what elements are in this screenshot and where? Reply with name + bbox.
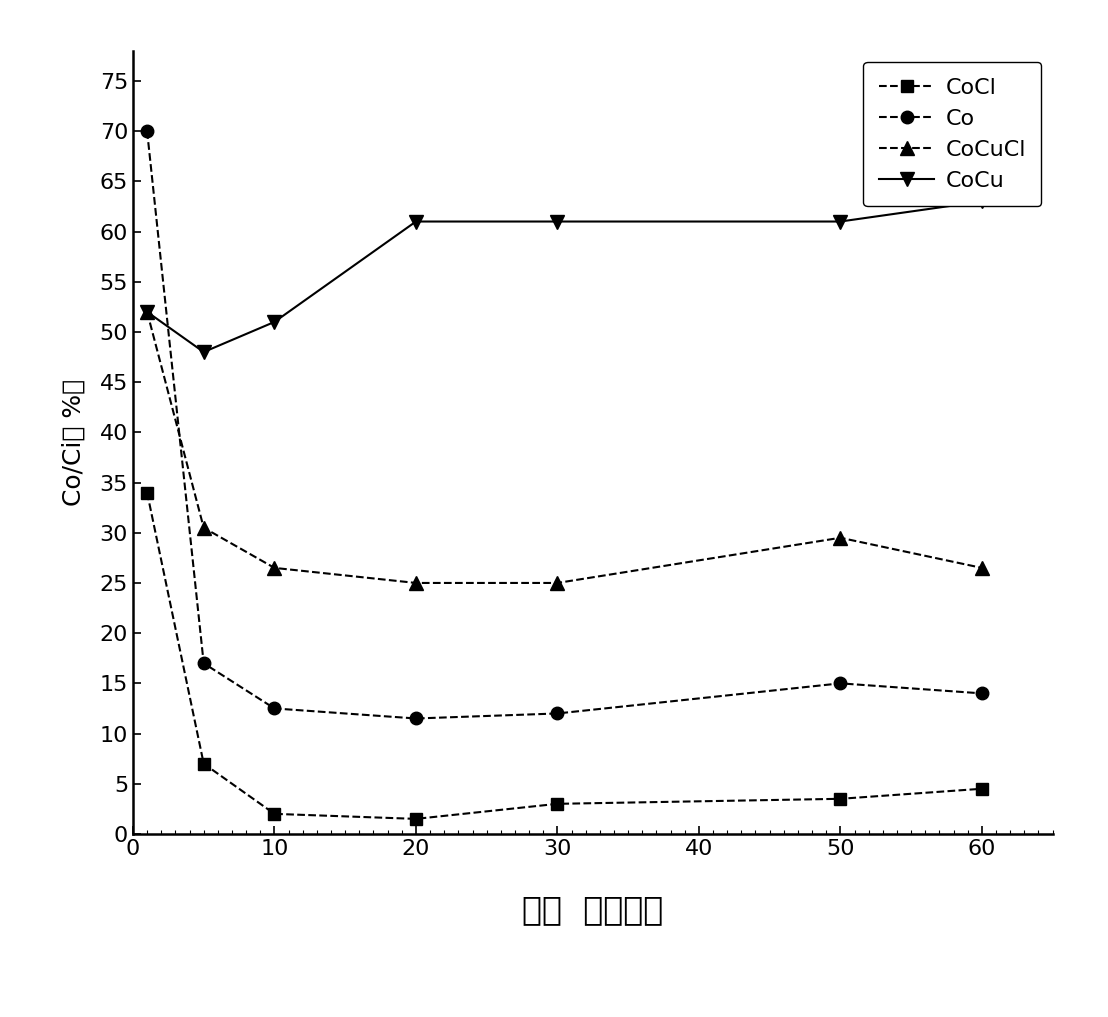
CoCuCl [833, 532, 847, 544]
CoCu [268, 316, 281, 328]
Co [141, 125, 154, 137]
CoCl [975, 783, 988, 795]
CoCl [833, 792, 847, 804]
CoCl [268, 807, 281, 820]
CoCuCl [268, 561, 281, 574]
CoCuCl [975, 561, 988, 574]
CoCu [975, 195, 988, 207]
Co [833, 677, 847, 690]
Y-axis label: Co/Ci（ %）: Co/Ci（ %） [62, 378, 85, 505]
CoCu [197, 346, 211, 358]
CoCu [551, 216, 564, 228]
Line: CoCuCl: CoCuCl [141, 305, 988, 590]
Line: Co: Co [141, 125, 988, 725]
CoCuCl [141, 306, 154, 318]
CoCl [197, 758, 211, 770]
CoCu [409, 216, 422, 228]
Legend: CoCl, Co, CoCuCl, CoCu: CoCl, Co, CoCuCl, CoCu [863, 62, 1042, 206]
CoCl [551, 797, 564, 810]
Co [197, 657, 211, 669]
CoCuCl [409, 577, 422, 589]
Co [409, 712, 422, 724]
CoCl [141, 486, 154, 498]
Line: CoCl: CoCl [141, 486, 988, 825]
CoCu [141, 306, 154, 318]
CoCu [833, 216, 847, 228]
CoCl [409, 813, 422, 825]
CoCuCl [551, 577, 564, 589]
X-axis label: 时间  （分钟）: 时间 （分钟） [522, 894, 664, 926]
Line: CoCu: CoCu [141, 194, 988, 359]
Co [551, 708, 564, 720]
CoCuCl [197, 522, 211, 534]
Co [975, 687, 988, 700]
Co [268, 703, 281, 715]
